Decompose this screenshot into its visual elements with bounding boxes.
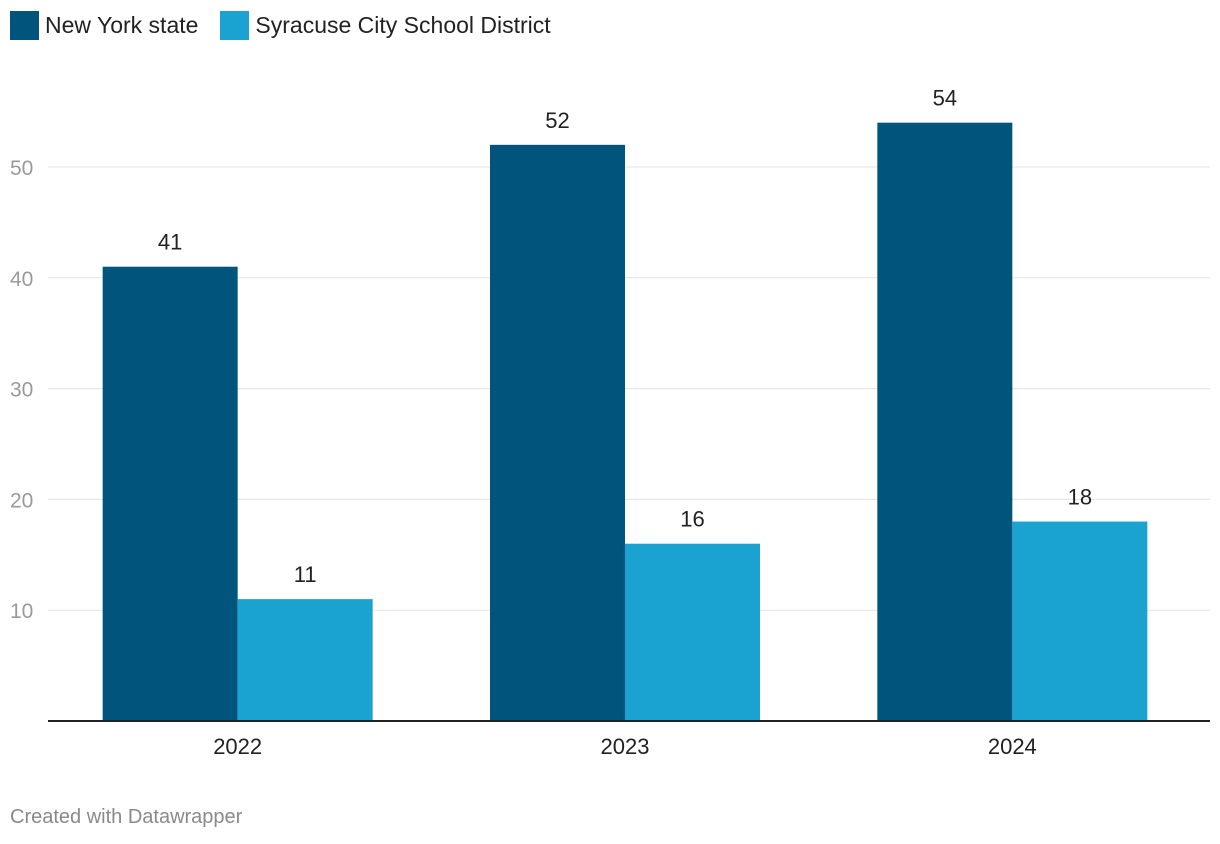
y-tick-label-20: 20 <box>10 489 33 512</box>
legend-label-new-york-state: New York state <box>45 12 199 38</box>
y-tick-label-50: 50 <box>10 157 33 180</box>
data-label-new-york-state-2024: 54 <box>933 86 957 111</box>
bar-new-york-state-2022 <box>102 266 238 721</box>
legend: New York state Syracuse City School Dist… <box>10 11 573 40</box>
legend-item-new-york-state: New York state <box>10 11 198 40</box>
data-label-syracuse-city-school-district-2022: 11 <box>294 562 317 587</box>
bar-new-york-state-2024 <box>877 122 1013 722</box>
data-label-syracuse-city-school-district-2024: 18 <box>1068 485 1092 510</box>
footer-credit: Created with Datawrapper <box>10 806 243 828</box>
bar-syracuse-city-school-district-2022 <box>237 599 373 721</box>
data-label-new-york-state-2023: 52 <box>545 108 569 133</box>
bar-syracuse-city-school-district-2023 <box>625 543 760 721</box>
data-label-new-york-state-2022: 41 <box>158 230 182 255</box>
x-tick-label-2023: 2023 <box>601 734 650 759</box>
y-tick-label-40: 40 <box>10 268 33 291</box>
bar-new-york-state-2023 <box>490 144 625 722</box>
y-tick-label-30: 30 <box>10 379 33 402</box>
data-label-syracuse-city-school-district-2023: 16 <box>680 507 704 532</box>
bar-syracuse-city-school-district-2024 <box>1012 521 1148 721</box>
legend-item-syracuse: Syracuse City School District <box>220 11 551 40</box>
y-tick-label-10: 10 <box>10 600 33 623</box>
x-tick-label-2022: 2022 <box>213 734 262 759</box>
x-tick-label-2024: 2024 <box>988 734 1037 759</box>
legend-label-syracuse: Syracuse City School District <box>255 12 551 38</box>
bar-chart: 10 20 30 40 50 41 11 2022 52 16 2023 54 18 2024 <box>10 86 1210 759</box>
legend-swatch-new-york-state <box>10 11 39 40</box>
legend-swatch-syracuse <box>220 11 250 40</box>
